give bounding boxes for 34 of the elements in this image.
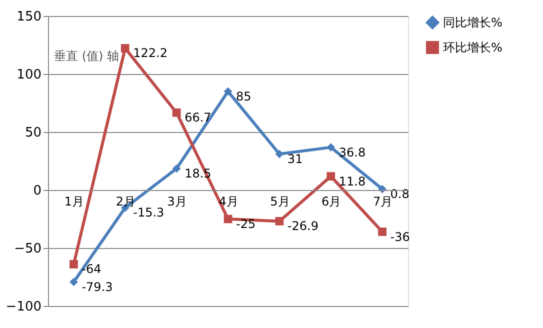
x-tick-label: 6月 (322, 194, 342, 208)
data-label: -26.9 (287, 219, 318, 234)
data-label: 85 (236, 89, 252, 104)
y-tick-label: −100 (6, 300, 42, 314)
point (70, 278, 78, 286)
data-label: 31 (287, 152, 303, 166)
point (224, 87, 232, 96)
data-label: -15.3 (133, 206, 164, 220)
point (172, 108, 181, 117)
x-tick-label: 1月 (64, 194, 84, 208)
y-tick-label: 50 (24, 126, 42, 140)
x-tick-label: 3月 (167, 194, 187, 208)
y-tick-label: 150 (16, 10, 42, 24)
y-tick-label: 0 (33, 184, 42, 198)
data-label: -36 (390, 230, 410, 244)
point (224, 214, 232, 224)
point (378, 228, 386, 236)
point (120, 44, 130, 52)
data-label: 36.8 (338, 145, 366, 160)
data-label: 122.2 (133, 46, 168, 60)
data-label: 11.8 (338, 174, 366, 188)
point (326, 143, 336, 152)
data-label: -79.3 (82, 280, 113, 294)
point (326, 172, 336, 180)
point (275, 217, 284, 226)
point (70, 260, 78, 268)
point (172, 164, 181, 173)
annotation: 垂直 (值) 轴 (54, 49, 119, 63)
legend-label: 环比增长% (443, 40, 502, 54)
x-tick-label: 5月 (270, 194, 290, 208)
y-tick-label: −50 (14, 242, 42, 256)
legend-label: 同比增长% (443, 16, 502, 30)
y-tick-label: 100 (16, 68, 42, 82)
data-label: -25 (236, 217, 256, 231)
